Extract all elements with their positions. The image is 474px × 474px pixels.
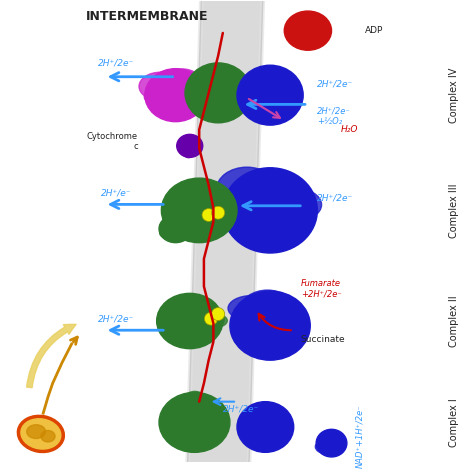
Ellipse shape [169,87,205,115]
Ellipse shape [268,78,302,105]
Text: 2H⁺/2e⁻: 2H⁺/2e⁻ [223,404,259,413]
Ellipse shape [185,63,251,123]
Ellipse shape [183,144,194,158]
Ellipse shape [194,67,237,91]
Text: Complex III: Complex III [449,183,459,237]
Ellipse shape [261,86,290,118]
Text: 2H⁺/e⁻: 2H⁺/e⁻ [101,189,132,198]
Ellipse shape [180,186,228,210]
Ellipse shape [212,91,255,112]
Ellipse shape [172,315,214,334]
Ellipse shape [162,69,202,100]
Ellipse shape [240,424,277,440]
Text: 2H⁺/2e⁻: 2H⁺/2e⁻ [99,314,135,323]
Text: 2H⁺/2e⁻: 2H⁺/2e⁻ [318,79,354,88]
Ellipse shape [179,392,210,427]
Ellipse shape [290,29,319,43]
Ellipse shape [284,11,331,50]
Ellipse shape [228,296,276,321]
Ellipse shape [165,412,211,438]
Ellipse shape [180,308,224,332]
Ellipse shape [144,88,178,105]
Text: Complex I: Complex I [449,398,459,447]
Text: Fumarate
+2H⁺/2e⁻: Fumarate +2H⁺/2e⁻ [301,279,342,299]
Ellipse shape [184,142,200,151]
Text: 2H⁺/2e⁻
+½O₂: 2H⁺/2e⁻ +½O₂ [318,106,351,126]
Polygon shape [190,0,265,471]
Text: NAD⁺+1H⁺/2e⁻: NAD⁺+1H⁺/2e⁻ [355,404,364,468]
Ellipse shape [243,414,275,432]
Ellipse shape [182,312,228,329]
Ellipse shape [264,188,321,222]
Ellipse shape [316,429,347,457]
Text: Complex II: Complex II [449,295,459,347]
Ellipse shape [139,72,182,100]
Ellipse shape [241,290,294,328]
Ellipse shape [171,401,206,427]
Text: ADP: ADP [365,26,383,35]
Ellipse shape [317,439,334,449]
Ellipse shape [159,215,192,243]
Ellipse shape [286,27,311,44]
Ellipse shape [237,65,303,125]
Ellipse shape [27,425,46,438]
Ellipse shape [315,440,335,453]
Circle shape [202,209,215,221]
Circle shape [204,312,218,325]
Text: H₂O: H₂O [341,125,358,134]
Text: 2H⁺/2e⁻: 2H⁺/2e⁻ [99,58,135,67]
Text: Succinate: Succinate [301,335,346,344]
Ellipse shape [18,415,64,453]
Circle shape [211,308,225,320]
Ellipse shape [199,68,242,103]
Ellipse shape [181,141,192,152]
Polygon shape [187,0,263,471]
Ellipse shape [245,72,273,92]
Ellipse shape [260,301,305,328]
Ellipse shape [164,301,210,324]
Ellipse shape [164,215,181,229]
Ellipse shape [156,293,223,349]
Ellipse shape [160,227,181,239]
Polygon shape [185,0,261,471]
Ellipse shape [161,224,177,234]
Ellipse shape [159,392,230,452]
Text: Complex IV: Complex IV [449,67,459,123]
Ellipse shape [174,423,219,450]
Ellipse shape [216,167,277,213]
Text: Cytochrome
c: Cytochrome c [87,132,138,151]
Ellipse shape [248,200,296,235]
Ellipse shape [176,181,207,216]
Circle shape [211,206,225,219]
Ellipse shape [21,419,61,449]
Ellipse shape [327,442,343,455]
Ellipse shape [291,15,313,29]
Ellipse shape [259,203,298,250]
Ellipse shape [255,413,281,429]
Ellipse shape [161,178,237,243]
Ellipse shape [230,291,310,360]
Text: 2H⁺/2e⁻: 2H⁺/2e⁻ [318,193,354,202]
Ellipse shape [192,199,229,224]
Ellipse shape [41,430,55,442]
Ellipse shape [231,319,273,340]
Ellipse shape [177,134,203,157]
Ellipse shape [199,87,238,120]
FancyArrowPatch shape [27,324,76,388]
Ellipse shape [248,410,278,435]
Ellipse shape [308,15,327,33]
Ellipse shape [321,434,340,450]
Ellipse shape [238,86,277,104]
Ellipse shape [169,197,211,227]
Ellipse shape [173,225,191,236]
Ellipse shape [145,69,206,122]
Ellipse shape [223,168,318,253]
Ellipse shape [237,401,294,452]
Text: INTERMEMBRANE: INTERMEMBRANE [86,10,208,23]
